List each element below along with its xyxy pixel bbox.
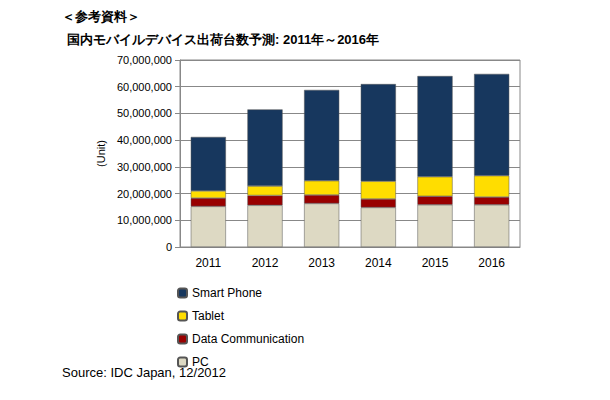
svg-text:70,000,000: 70,000,000: [117, 54, 172, 66]
svg-text:Tablet: Tablet: [192, 309, 225, 323]
svg-text:20,000,000: 20,000,000: [117, 188, 172, 200]
svg-text:0: 0: [166, 241, 172, 253]
svg-text:＜参考資料＞: ＜参考資料＞: [62, 9, 140, 24]
svg-text:Smart Phone: Smart Phone: [192, 286, 262, 300]
svg-text:2013: 2013: [308, 256, 335, 270]
svg-text:2012: 2012: [252, 256, 279, 270]
svg-text:(Unit): (Unit): [95, 140, 107, 167]
svg-text:国内モバイルデバイス出荷台数予測: 2011年～2016年: 国内モバイルデバイス出荷台数予測: 2011年～2016年: [67, 32, 379, 47]
svg-text:2016: 2016: [478, 256, 505, 270]
svg-text:2011: 2011: [195, 256, 221, 270]
svg-text:2015: 2015: [422, 256, 449, 270]
svg-text:Source: IDC Japan, 12/2012: Source: IDC Japan, 12/2012: [62, 365, 227, 380]
svg-text:Data Communication: Data Communication: [192, 332, 304, 346]
svg-text:30,000,000: 30,000,000: [117, 161, 172, 173]
svg-text:60,000,000: 60,000,000: [117, 81, 172, 93]
svg-text:10,000,000: 10,000,000: [117, 214, 172, 226]
svg-text:40,000,000: 40,000,000: [117, 134, 172, 146]
svg-text:50,000,000: 50,000,000: [117, 107, 172, 119]
svg-text:2014: 2014: [365, 256, 392, 270]
svg-text:PC: PC: [192, 355, 209, 369]
